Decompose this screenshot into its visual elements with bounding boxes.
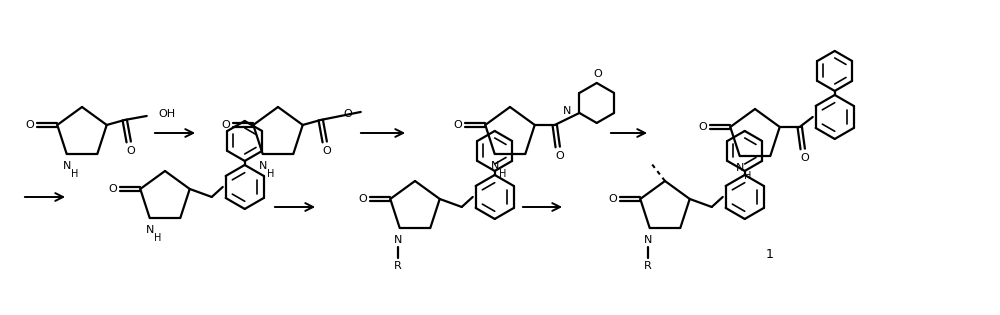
Text: H: H (154, 233, 161, 243)
Text: O: O (322, 146, 331, 156)
Text: 1: 1 (766, 249, 774, 261)
Text: O: O (25, 120, 34, 130)
Text: O: O (593, 69, 602, 79)
Text: R: R (644, 261, 652, 271)
Text: O: O (126, 146, 135, 156)
Text: N: N (736, 163, 744, 173)
Text: N: N (644, 235, 652, 245)
Text: O: O (800, 153, 809, 163)
Text: N: N (394, 235, 402, 245)
Text: H: H (71, 169, 78, 179)
Text: R: R (394, 261, 402, 271)
Text: O: O (108, 184, 117, 194)
Text: H: H (267, 169, 274, 179)
Text: O: O (343, 109, 352, 119)
Text: O: O (221, 120, 230, 130)
Text: H: H (744, 171, 751, 181)
Text: N: N (63, 161, 71, 171)
Text: O: O (453, 120, 462, 130)
Text: N: N (491, 161, 499, 171)
Text: O: O (608, 194, 617, 204)
Text: OH: OH (159, 109, 176, 119)
Text: N: N (146, 225, 154, 235)
Text: N: N (563, 106, 571, 116)
Text: O: O (358, 194, 367, 204)
Text: O: O (555, 151, 564, 161)
Text: H: H (499, 169, 506, 179)
Text: N: N (259, 161, 267, 171)
Text: O: O (698, 122, 707, 132)
